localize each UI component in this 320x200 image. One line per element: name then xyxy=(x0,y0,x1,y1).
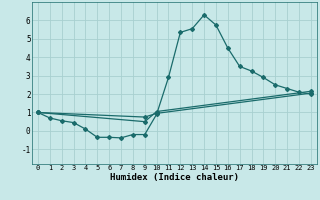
X-axis label: Humidex (Indice chaleur): Humidex (Indice chaleur) xyxy=(110,173,239,182)
